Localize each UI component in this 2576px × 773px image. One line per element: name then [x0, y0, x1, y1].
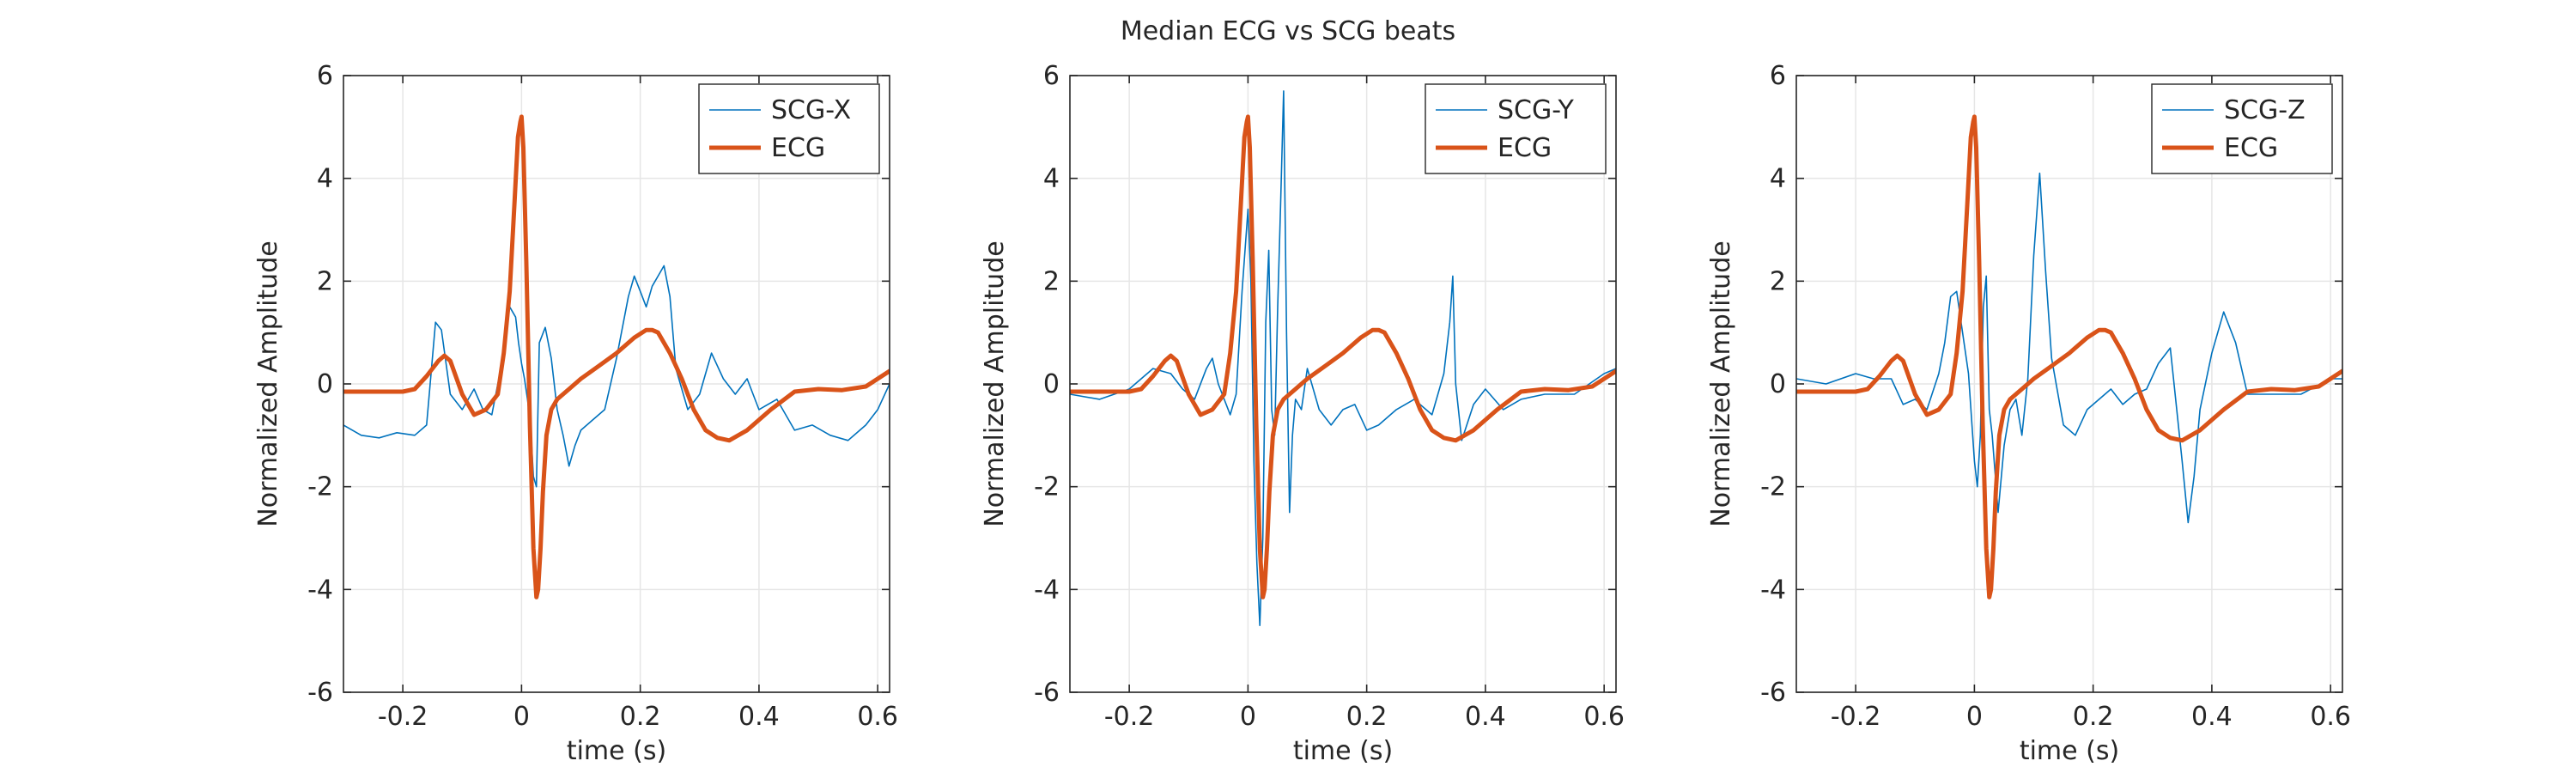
- y-tick-label: -4: [307, 575, 333, 605]
- x-tick-label: -0.2: [1104, 702, 1155, 732]
- x-tick-label: -0.2: [378, 702, 428, 732]
- y-tick-label: 4: [317, 164, 333, 194]
- x-tick-label: 0.6: [857, 702, 898, 732]
- y-tick-label: 2: [1043, 266, 1060, 296]
- legend: SCG-X ECG: [698, 83, 880, 174]
- x-axis-label: time (s): [2020, 736, 2119, 766]
- y-axis-label: Normalized Amplitude: [980, 240, 1010, 526]
- x-tick-label: 0.6: [2310, 702, 2351, 732]
- y-tick-label: -4: [1760, 575, 1786, 605]
- y-tick-label: 2: [1770, 266, 1786, 296]
- x-tick-label: 0.4: [2191, 702, 2233, 732]
- legend-label: ECG: [771, 133, 825, 163]
- plots-group: -0.2 0 0.2 0.4 0.6 -6 -4 -2 0 2 4 6 time (s) Normaliz…: [253, 61, 2351, 766]
- y-tick-label: -6: [1034, 678, 1060, 708]
- y-tick-label: 0: [1770, 369, 1786, 399]
- legend-box: [2151, 83, 2333, 174]
- x-tick-label: 0.2: [1346, 702, 1388, 732]
- y-axis-label: Normalized Amplitude: [253, 240, 283, 526]
- y-tick-label: 0: [317, 369, 333, 399]
- x-tick-label: 0: [513, 702, 530, 732]
- series-line-ecg: [343, 114, 890, 600]
- chart-panel-1: -0.2 0 0.2 0.4 0.6 -6 -4 -2 0 2 4 6 time (s) Normaliz…: [253, 61, 898, 766]
- y-tick-label: -6: [307, 678, 333, 708]
- y-tick-label: -2: [1760, 472, 1786, 502]
- legend: SCG-Y ECG: [1425, 83, 1607, 174]
- chart-panel-3: -0.2 0 0.2 0.4 0.6 -6 -4 -2 0 2 4 6 time (s) Normaliz…: [1706, 61, 2351, 766]
- x-tick-label: -0.2: [1831, 702, 1881, 732]
- x-axis-label: time (s): [1293, 736, 1393, 766]
- y-tick-label: 4: [1043, 164, 1060, 194]
- legend-box: [1425, 83, 1607, 174]
- x-tick-label: 0: [1966, 702, 1983, 732]
- y-tick-label: 0: [1043, 369, 1060, 399]
- y-tick-label: 2: [317, 266, 333, 296]
- x-tick-label: 0.4: [1465, 702, 1506, 732]
- x-tick-label: 0.2: [620, 702, 661, 732]
- series-line-ecg: [1796, 114, 2342, 600]
- y-tick-label: 6: [1770, 61, 1786, 91]
- x-tick-label: 0: [1240, 702, 1256, 732]
- legend-label: ECG: [2224, 133, 2278, 163]
- y-tick-label: 6: [317, 61, 333, 91]
- legend-label: ECG: [1498, 133, 1552, 163]
- chart-panel-2: -0.2 0 0.2 0.4 0.6 -6 -4 -2 0 2 4 6 time (s) Normaliz…: [980, 61, 1625, 766]
- legend: SCG-Z ECG: [2151, 83, 2333, 174]
- series-line-scg-y: [1070, 90, 1616, 626]
- series-line-ecg: [1070, 114, 1616, 600]
- series-line-scg-z: [1796, 172, 2342, 524]
- y-tick-label: -4: [1034, 575, 1060, 605]
- x-tick-label: 0.2: [2073, 702, 2114, 732]
- x-tick-label: 0.4: [738, 702, 780, 732]
- y-tick-label: 6: [1043, 61, 1060, 91]
- y-tick-label: 4: [1770, 164, 1786, 194]
- legend-label: SCG-Z: [2224, 95, 2306, 125]
- series-line-scg-x: [343, 265, 890, 488]
- x-axis-label: time (s): [567, 736, 666, 766]
- y-tick-label: -2: [1034, 472, 1060, 502]
- y-axis-label: Normalized Amplitude: [1706, 240, 1736, 526]
- x-tick-label: 0.6: [1583, 702, 1625, 732]
- legend-label: SCG-X: [771, 95, 851, 125]
- figure-title: Median ECG vs SCG beats: [1121, 16, 1455, 46]
- y-tick-label: -6: [1760, 678, 1786, 708]
- legend-label: SCG-Y: [1498, 95, 1575, 125]
- legend-box: [698, 83, 880, 174]
- y-tick-label: -2: [307, 472, 333, 502]
